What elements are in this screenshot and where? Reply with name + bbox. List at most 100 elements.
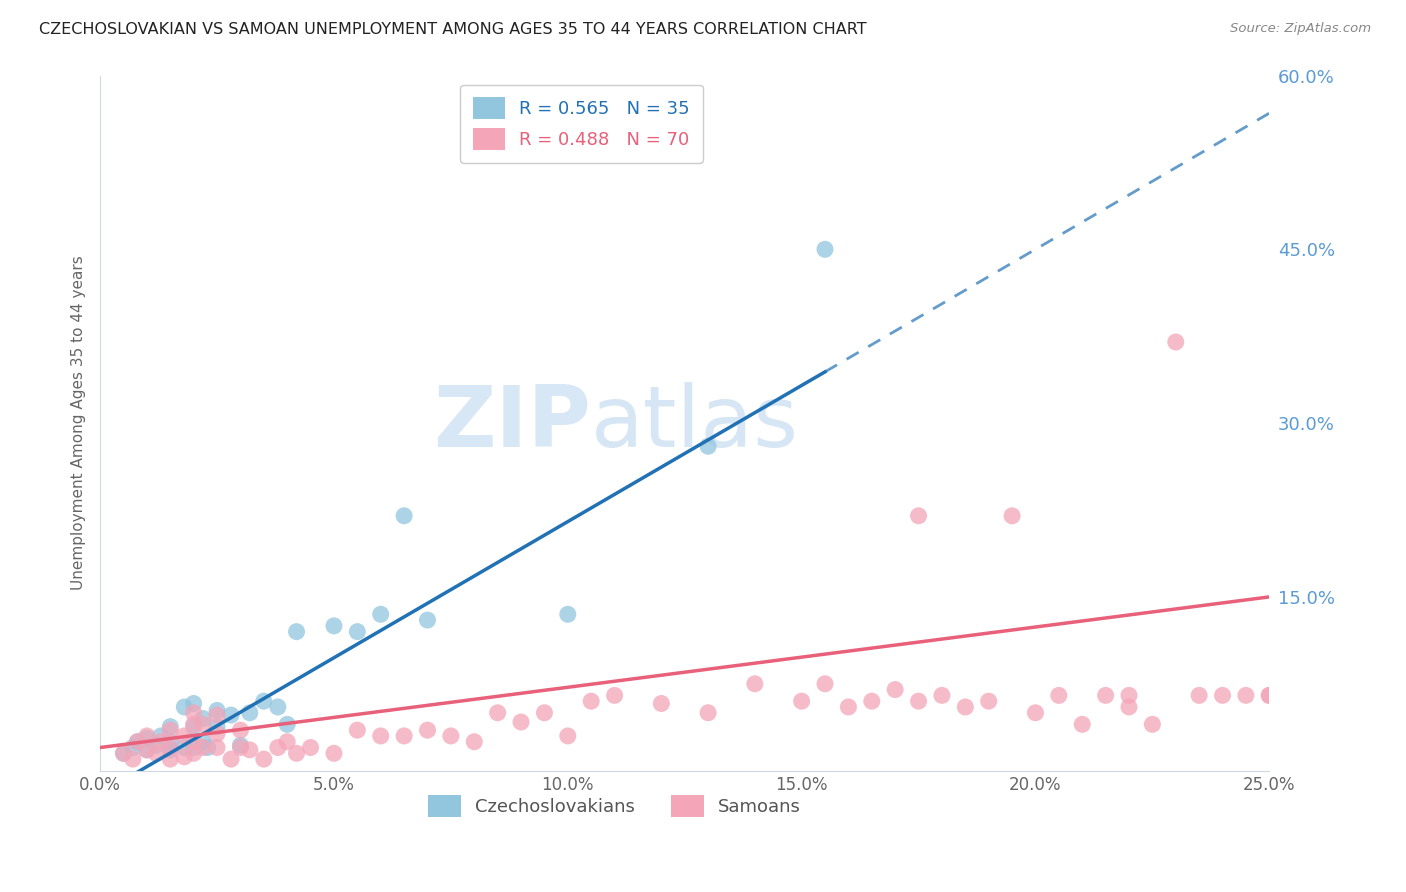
- Point: [145, 747, 167, 761]
- Point: [860, 694, 883, 708]
- Point: [884, 682, 907, 697]
- Point: [229, 723, 252, 738]
- Point: [392, 508, 415, 523]
- Point: [173, 729, 195, 743]
- Point: [323, 747, 346, 761]
- Point: [1118, 700, 1140, 714]
- Point: [276, 735, 298, 749]
- Point: [697, 439, 720, 453]
- Point: [977, 694, 1000, 708]
- Point: [814, 677, 837, 691]
- Text: ZIP: ZIP: [433, 382, 591, 465]
- Point: [159, 735, 181, 749]
- Point: [149, 735, 172, 749]
- Point: [219, 708, 242, 723]
- Point: [183, 740, 205, 755]
- Point: [127, 735, 149, 749]
- Point: [370, 729, 392, 743]
- Point: [1024, 706, 1046, 720]
- Point: [1094, 689, 1116, 703]
- Point: [191, 717, 214, 731]
- Point: [112, 747, 135, 761]
- Point: [229, 738, 252, 752]
- Point: [205, 740, 228, 755]
- Point: [159, 752, 181, 766]
- Point: [135, 743, 157, 757]
- Text: Source: ZipAtlas.com: Source: ZipAtlas.com: [1230, 22, 1371, 36]
- Point: [239, 743, 262, 757]
- Point: [744, 677, 766, 691]
- Point: [346, 723, 368, 738]
- Text: atlas: atlas: [591, 382, 799, 465]
- Point: [183, 697, 205, 711]
- Point: [1258, 689, 1281, 703]
- Point: [135, 729, 157, 743]
- Point: [183, 717, 205, 731]
- Point: [205, 703, 228, 717]
- Point: [267, 740, 290, 755]
- Point: [323, 619, 346, 633]
- Legend: Czechoslovakians, Samoans: Czechoslovakians, Samoans: [420, 788, 808, 824]
- Point: [121, 752, 143, 766]
- Point: [1142, 717, 1164, 731]
- Point: [837, 700, 859, 714]
- Point: [191, 712, 214, 726]
- Point: [173, 749, 195, 764]
- Text: CZECHOSLOVAKIAN VS SAMOAN UNEMPLOYMENT AMONG AGES 35 TO 44 YEARS CORRELATION CHA: CZECHOSLOVAKIAN VS SAMOAN UNEMPLOYMENT A…: [39, 22, 868, 37]
- Point: [1212, 689, 1234, 703]
- Point: [346, 624, 368, 639]
- Point: [112, 747, 135, 761]
- Point: [557, 729, 579, 743]
- Point: [239, 706, 262, 720]
- Point: [579, 694, 602, 708]
- Point: [159, 740, 181, 755]
- Point: [205, 708, 228, 723]
- Y-axis label: Unemployment Among Ages 35 to 44 years: Unemployment Among Ages 35 to 44 years: [72, 256, 86, 591]
- Point: [557, 607, 579, 622]
- Point: [299, 740, 322, 755]
- Point: [173, 700, 195, 714]
- Point: [267, 700, 290, 714]
- Point: [285, 624, 308, 639]
- Point: [907, 508, 929, 523]
- Point: [463, 735, 485, 749]
- Point: [183, 735, 205, 749]
- Point: [416, 613, 439, 627]
- Point: [486, 706, 509, 720]
- Point: [145, 738, 167, 752]
- Point: [1164, 334, 1187, 349]
- Point: [1001, 508, 1024, 523]
- Point: [370, 607, 392, 622]
- Point: [149, 729, 172, 743]
- Point: [276, 717, 298, 731]
- Point: [1071, 717, 1094, 731]
- Point: [907, 694, 929, 708]
- Point: [205, 720, 228, 734]
- Point: [650, 697, 672, 711]
- Point: [1234, 689, 1257, 703]
- Point: [229, 740, 252, 755]
- Point: [253, 752, 276, 766]
- Point: [533, 706, 555, 720]
- Point: [121, 740, 143, 755]
- Point: [197, 740, 219, 755]
- Point: [159, 720, 181, 734]
- Point: [127, 735, 149, 749]
- Point: [1188, 689, 1211, 703]
- Point: [191, 735, 214, 749]
- Point: [173, 740, 195, 755]
- Point: [510, 714, 533, 729]
- Point: [697, 706, 720, 720]
- Point: [205, 726, 228, 740]
- Point: [183, 747, 205, 761]
- Point: [219, 752, 242, 766]
- Point: [159, 723, 181, 738]
- Point: [135, 731, 157, 746]
- Point: [285, 747, 308, 761]
- Point: [159, 743, 181, 757]
- Point: [183, 720, 205, 734]
- Point: [931, 689, 953, 703]
- Point: [191, 740, 214, 755]
- Point: [1258, 689, 1281, 703]
- Point: [392, 729, 415, 743]
